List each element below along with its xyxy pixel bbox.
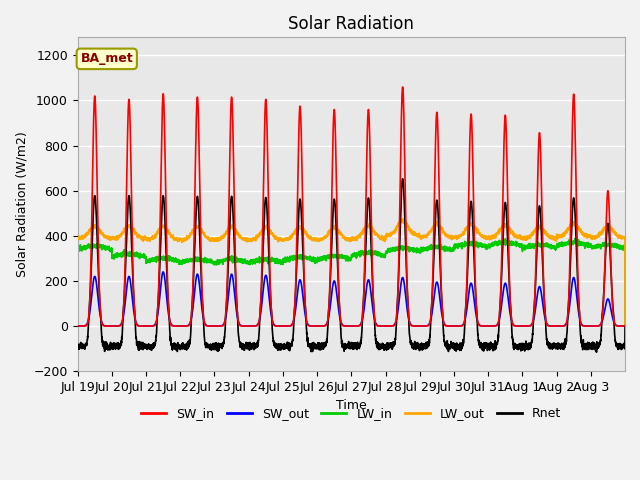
Text: BA_met: BA_met — [81, 52, 133, 65]
Title: Solar Radiation: Solar Radiation — [289, 15, 414, 33]
X-axis label: Time: Time — [336, 399, 367, 412]
Legend: SW_in, SW_out, LW_in, LW_out, Rnet: SW_in, SW_out, LW_in, LW_out, Rnet — [136, 402, 566, 425]
Y-axis label: Solar Radiation (W/m2): Solar Radiation (W/m2) — [15, 132, 28, 277]
